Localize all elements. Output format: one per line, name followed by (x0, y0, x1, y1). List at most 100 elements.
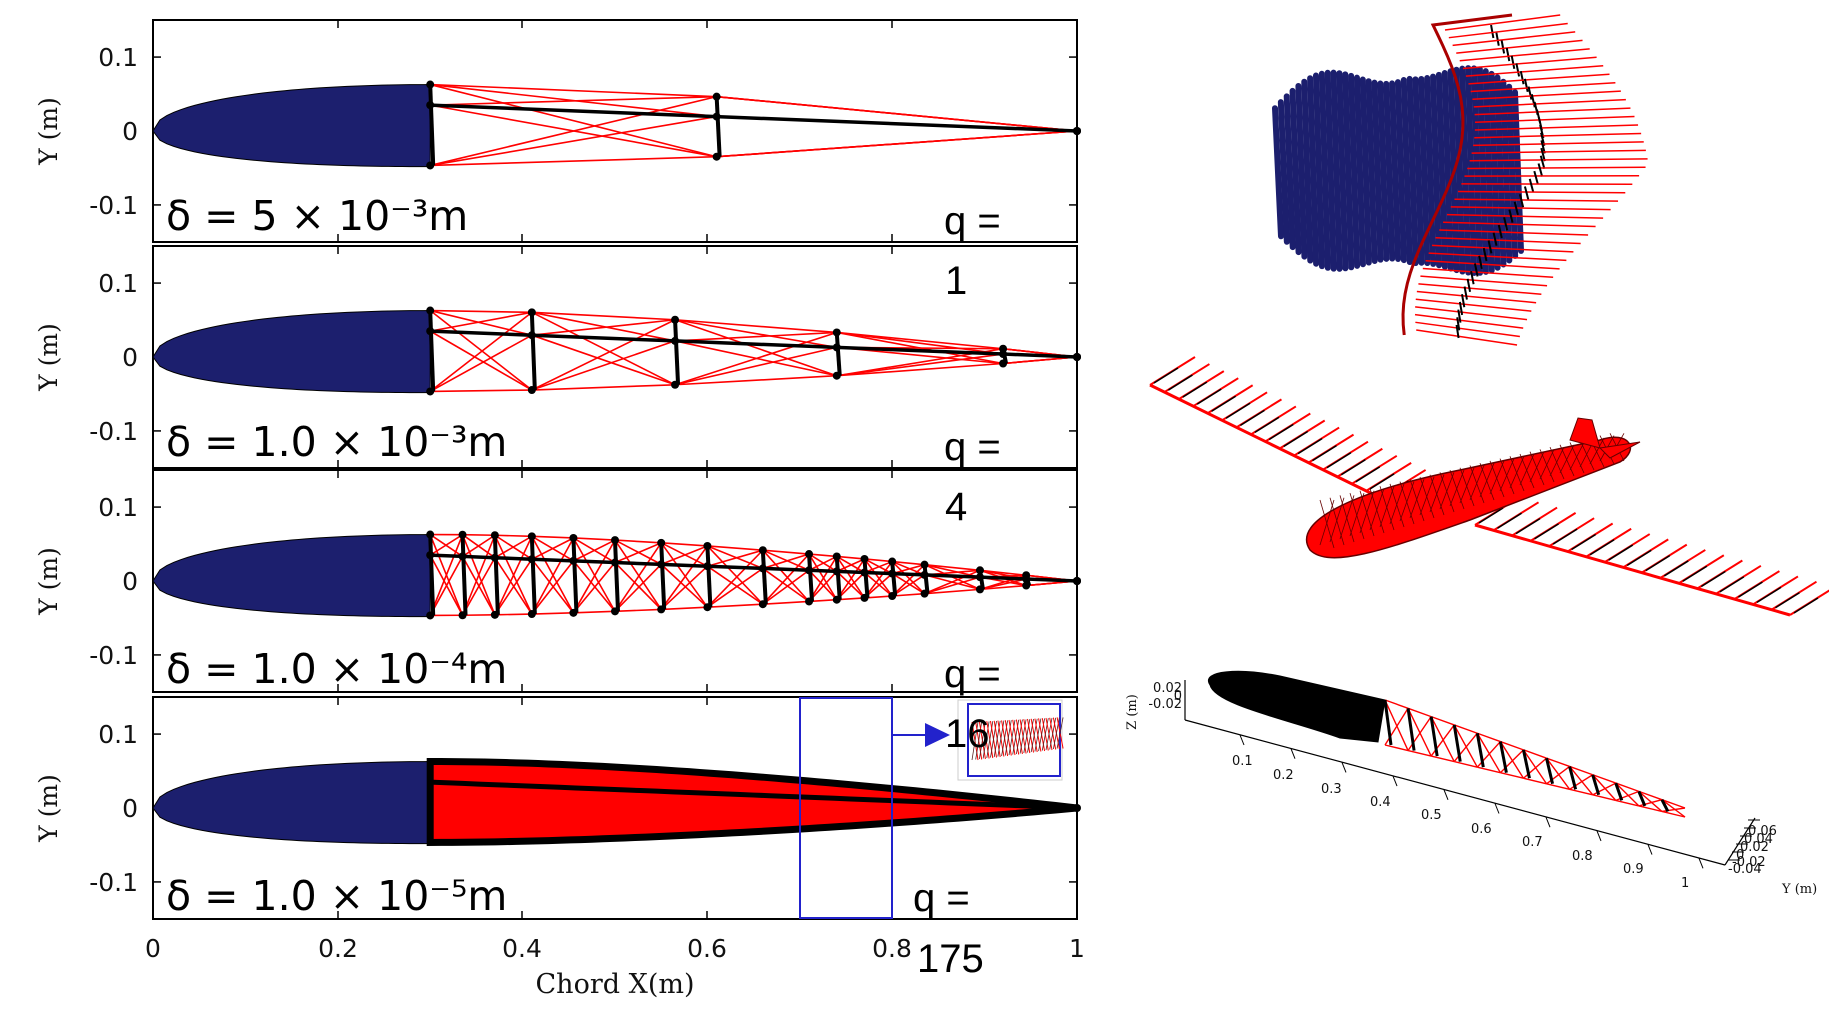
wing-rib-bar (1341, 460, 1365, 475)
string-member (463, 535, 495, 536)
x-tick-3d: 0.4 (1370, 795, 1391, 810)
wing-rib-bar (1535, 524, 1559, 539)
wing-rib-bar (1516, 519, 1540, 534)
bar-member (1003, 354, 1077, 357)
wing-rib-bar (1154, 368, 1178, 383)
aircraft-render (1150, 357, 1829, 615)
bar-member (675, 320, 678, 385)
node (1073, 577, 1081, 585)
node (569, 609, 577, 617)
node (528, 555, 536, 563)
node (611, 559, 619, 567)
node (1022, 582, 1030, 590)
wing-rib-bar (1738, 582, 1762, 597)
wing-rib-bar (1255, 417, 1279, 432)
wing-rib-bar (1757, 587, 1781, 602)
node (569, 534, 577, 542)
bar-member (763, 568, 809, 570)
x-tick-3d: 1 (1681, 876, 1689, 891)
z-axis-label: Z (m) (1125, 694, 1140, 730)
wing-rib-bar (1313, 446, 1337, 461)
node (671, 316, 679, 324)
wing-bar (1502, 40, 1504, 53)
y-tick: 0.1 (98, 493, 138, 522)
string-member (615, 540, 661, 543)
y-axis-labels: Y (m) Y (m) Y (m) Y (m) (34, 97, 63, 843)
wing-rib-bar (1284, 432, 1308, 447)
wing-bar (1530, 179, 1533, 192)
wing-rib-bar (1664, 561, 1688, 576)
node (671, 381, 679, 389)
node (888, 592, 896, 600)
x-tick-3d-mark (1546, 817, 1550, 827)
q-value: 175 (917, 937, 984, 981)
bar-member (532, 312, 535, 390)
node (833, 343, 841, 351)
y-tick: 0.1 (98, 720, 138, 749)
bar-member (837, 332, 840, 375)
node (611, 536, 619, 544)
y-tick: 0.1 (98, 43, 138, 72)
node (426, 327, 434, 335)
bar-member (615, 540, 618, 611)
node (426, 101, 434, 109)
string-member (430, 331, 532, 390)
bar-member (925, 565, 928, 594)
bar-member (925, 575, 980, 577)
string-member (675, 347, 837, 384)
y-axis-label: Y (m) (34, 323, 63, 392)
x-tick-3d: 0.8 (1572, 849, 1593, 864)
wing-leading-body-3d (1208, 671, 1385, 742)
node (426, 551, 434, 559)
y-tick: 0 (122, 343, 138, 372)
node (921, 571, 929, 579)
x-tick: 0.8 (872, 934, 912, 963)
node (888, 570, 896, 578)
string-member (717, 131, 1077, 157)
node (426, 307, 434, 315)
string-member (430, 311, 532, 313)
x-tick-3d-mark (1393, 776, 1397, 786)
node (976, 566, 984, 574)
node (921, 561, 929, 569)
string-3d (1454, 762, 1477, 768)
airfoil-leading-body (153, 311, 430, 393)
node (713, 113, 721, 121)
node (999, 360, 1007, 368)
wing-rib-bar (1590, 540, 1614, 555)
string-3d (1431, 756, 1454, 762)
wing-rib-bar (1498, 513, 1522, 528)
string-member (717, 97, 1077, 131)
x-tick-3d-mark (1597, 831, 1601, 841)
bar-member (809, 554, 812, 601)
string-member (675, 320, 837, 333)
q-value: 4 (945, 485, 967, 529)
bar-member (837, 556, 840, 599)
y-axis-label: Y (m) (34, 547, 63, 616)
x-tick-3d: 0.5 (1421, 808, 1442, 823)
string-member (532, 335, 675, 385)
string-member (763, 601, 809, 604)
node (459, 611, 467, 619)
bar-member (615, 563, 661, 565)
wing-string (1416, 330, 1517, 345)
bar-member (892, 574, 924, 575)
node (611, 607, 619, 615)
wing-rib-bar (1212, 396, 1236, 411)
node (860, 555, 868, 563)
wing-rib-bar (1298, 439, 1322, 454)
bar-member (809, 570, 837, 571)
node (860, 568, 868, 576)
bar-member (661, 543, 664, 610)
wing-string (1449, 23, 1568, 37)
wing-bar (1491, 25, 1493, 38)
node (759, 546, 767, 554)
x-tick-3d: 0.9 (1623, 862, 1644, 877)
airfoil-panel (153, 307, 1081, 396)
q-label: q = (944, 652, 1001, 696)
wing-rib-bar (1240, 410, 1264, 425)
node (657, 560, 665, 568)
node (976, 573, 984, 581)
wing-bar (1512, 56, 1515, 69)
